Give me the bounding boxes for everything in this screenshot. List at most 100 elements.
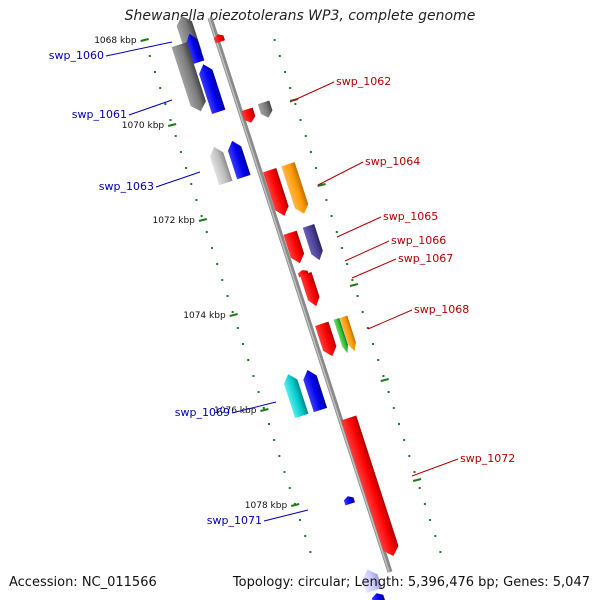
gene-label-text[interactable]: swp_1071 [207, 514, 262, 527]
gene-arrow[interactable] [213, 33, 225, 44]
gene-glyph-green[interactable] [333, 317, 351, 354]
gene-glyph-swp-1072[interactable] [341, 415, 401, 559]
gene-glyph-swp-1067[interactable] [300, 271, 322, 308]
gene-label-text[interactable]: swp_1068 [414, 303, 469, 316]
gene-label-swp-1071[interactable]: swp_1071 [207, 509, 309, 527]
gene-arrow[interactable] [283, 230, 306, 266]
gene-arrow[interactable] [282, 372, 309, 419]
backbone-highlight [208, 17, 390, 573]
leader-line [128, 99, 173, 116]
gene-arrow[interactable] [371, 591, 386, 600]
tick-dot [330, 215, 333, 217]
gene-glyph-light[interactable] [207, 145, 233, 186]
gene-arrow[interactable] [339, 315, 359, 353]
gene-glyph-swp-1062[interactable] [257, 100, 274, 120]
tick-dot [205, 231, 208, 233]
gene-glyph-blue[interactable] [301, 368, 328, 413]
tick-dot [361, 311, 364, 313]
gene-glyph-gray[interactable] [171, 42, 209, 114]
gene-arrow[interactable] [171, 42, 209, 114]
gene-label-swp-1066[interactable]: swp_1066 [344, 234, 446, 262]
leader-line [367, 309, 413, 330]
gene-arrow[interactable] [315, 321, 339, 359]
kbp-label: 1074 kbp [183, 311, 226, 321]
gene-arrow[interactable] [343, 495, 355, 506]
gene-glyph-small[interactable] [213, 33, 225, 44]
gene-glyph-red[interactable] [262, 168, 291, 218]
gene-label-swp-1062[interactable]: swp_1062 [289, 75, 391, 103]
gene-label-swp-1060[interactable]: swp_1060 [49, 41, 173, 62]
tick-dot [372, 343, 375, 345]
gene-label-swp-1069[interactable]: swp_1069 [175, 401, 277, 419]
gene-label-text[interactable]: swp_1072 [460, 452, 515, 465]
gene-label-swp-1068[interactable]: swp_1068 [367, 303, 469, 330]
major-tick [290, 503, 300, 507]
tick-dot [200, 215, 203, 217]
gene-glyph-swp-1066[interactable] [302, 224, 326, 262]
gene-label-text[interactable]: swp_1064 [365, 155, 420, 168]
gene-glyph-red[interactable] [315, 321, 339, 359]
leader-line [351, 258, 397, 279]
gene-label-text[interactable]: swp_1063 [99, 180, 154, 193]
gene-label-text[interactable]: swp_1069 [175, 406, 230, 419]
gene-label-swp-1067[interactable]: swp_1067 [351, 252, 453, 279]
gene-label-swp-1065[interactable]: swp_1065 [336, 210, 438, 238]
tick-dot [304, 135, 307, 137]
gene-arrow[interactable] [301, 368, 328, 413]
gene-arrow[interactable] [302, 224, 326, 262]
tick-dot [315, 167, 318, 169]
tick-dot [392, 407, 395, 409]
gene-arrow[interactable] [333, 317, 351, 354]
gene-glyph-swp-1063[interactable] [225, 139, 251, 180]
gene-label-text[interactable]: swp_1065 [383, 210, 438, 223]
gene-arrow[interactable] [225, 139, 251, 180]
kbp-label: 1068 kbp [94, 36, 137, 46]
gene-arrow[interactable] [281, 162, 310, 216]
gene-label-text[interactable]: swp_1067 [398, 252, 453, 265]
gene-arrow[interactable] [300, 271, 322, 308]
gene-glyph-swp-1062a[interactable] [241, 107, 257, 124]
gene-label-text[interactable]: swp_1062 [336, 75, 391, 88]
major-tick [167, 123, 177, 127]
tick-dot [309, 551, 312, 553]
gene-glyph-swp-1061[interactable] [197, 62, 226, 114]
tick-dot [174, 135, 177, 137]
gene-arrow[interactable] [360, 567, 382, 593]
kbp-label: 1072 kbp [152, 216, 195, 226]
tick-dot [273, 439, 276, 441]
tick-dot [335, 231, 338, 233]
gene-arrow[interactable] [341, 415, 401, 559]
leader-line [336, 216, 382, 238]
gene-glyph-blue-bottom[interactable] [371, 591, 386, 600]
leader-line [289, 81, 335, 103]
tick-dot [283, 471, 286, 473]
gene-label-text[interactable]: swp_1060 [49, 49, 104, 62]
gene-arrow[interactable] [257, 100, 274, 120]
gene-glyph-swp-1071[interactable] [343, 495, 355, 506]
gene-label-swp-1072[interactable]: swp_1072 [411, 452, 515, 477]
gene-label-swp-1064[interactable]: swp_1064 [317, 155, 420, 186]
gene-glyph-swp-1065[interactable] [283, 230, 306, 266]
gene-label-text[interactable]: swp_1066 [391, 234, 446, 247]
accession-text: Accession: NC_011566 [9, 575, 157, 590]
gene-glyph-swp-1069[interactable] [282, 372, 309, 419]
right-tick-rail [273, 39, 442, 553]
tick-dot [325, 199, 328, 201]
leader-line [155, 171, 201, 188]
gene-arrow[interactable] [241, 107, 257, 124]
tick-dot [294, 103, 297, 105]
gene-arrow[interactable] [207, 145, 233, 186]
left-tick-rail [143, 39, 312, 553]
gene-arrow[interactable] [262, 168, 291, 218]
gene-glyph-lavender[interactable] [360, 567, 382, 593]
gene-label-swp-1063[interactable]: swp_1063 [99, 171, 201, 193]
tick-dot [221, 279, 224, 281]
gene-glyph-swp-1068[interactable] [339, 315, 359, 353]
gene-label-text[interactable]: swp_1061 [72, 108, 127, 121]
gene-arrow[interactable] [197, 62, 226, 114]
gene-glyph-swp-1064[interactable] [281, 162, 310, 216]
tick-dot [210, 247, 213, 249]
gene-label-swp-1061[interactable]: swp_1061 [72, 99, 173, 121]
tick-dot [293, 503, 296, 505]
